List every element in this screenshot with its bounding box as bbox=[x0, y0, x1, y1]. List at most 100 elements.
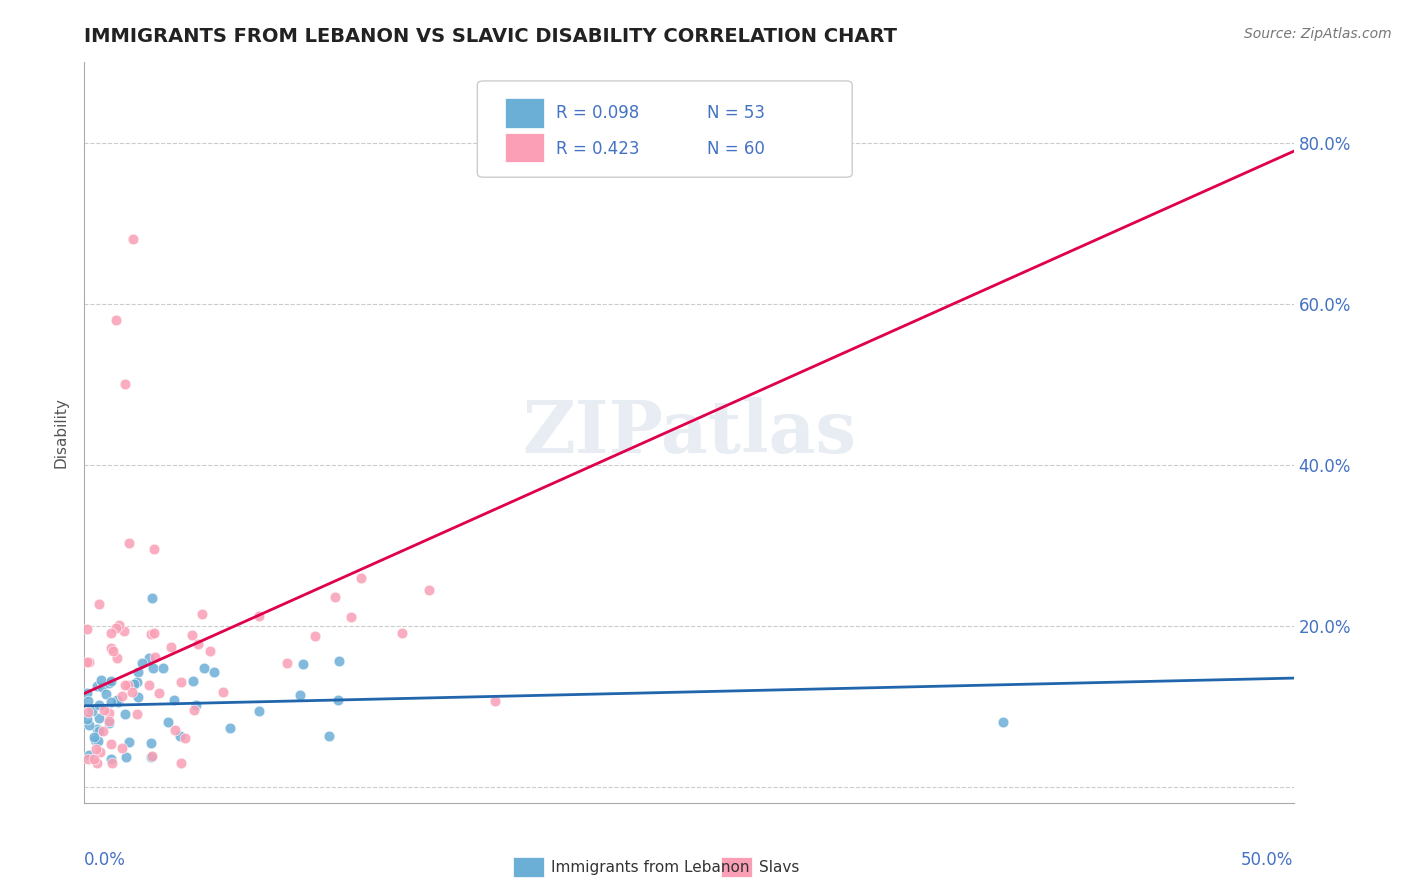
Point bbox=[98, 716, 121, 731]
Point bbox=[84, 733, 107, 747]
Point bbox=[87, 724, 110, 739]
Point bbox=[121, 232, 143, 246]
Point bbox=[98, 714, 121, 728]
Point bbox=[89, 673, 111, 687]
Point bbox=[181, 628, 204, 642]
Point bbox=[323, 590, 346, 604]
Point bbox=[142, 542, 165, 557]
Point bbox=[247, 704, 270, 718]
Point bbox=[247, 609, 270, 624]
Point bbox=[94, 687, 117, 701]
Point bbox=[87, 733, 110, 747]
Point bbox=[156, 715, 179, 730]
Point bbox=[77, 752, 100, 766]
Point bbox=[77, 748, 100, 763]
Text: 0.0%: 0.0% bbox=[84, 851, 127, 869]
Point bbox=[139, 627, 162, 641]
Point bbox=[76, 712, 98, 726]
Point bbox=[193, 661, 215, 675]
Point bbox=[89, 745, 111, 759]
Text: Source: ZipAtlas.com: Source: ZipAtlas.com bbox=[1244, 27, 1392, 41]
Point bbox=[107, 695, 129, 709]
Point bbox=[111, 740, 134, 755]
Text: Immigrants from Lebanon: Immigrants from Lebanon bbox=[551, 860, 749, 874]
Point bbox=[202, 665, 225, 679]
Point bbox=[87, 597, 110, 611]
Point bbox=[117, 735, 139, 749]
Point bbox=[163, 693, 186, 707]
Point bbox=[112, 624, 135, 639]
Point bbox=[159, 640, 181, 655]
Point bbox=[76, 694, 98, 708]
Point bbox=[141, 749, 163, 764]
Point bbox=[141, 591, 163, 605]
Point bbox=[152, 661, 174, 675]
Point bbox=[350, 571, 373, 585]
Point bbox=[276, 656, 298, 670]
Point bbox=[138, 651, 160, 665]
Point bbox=[86, 679, 108, 693]
Point bbox=[100, 737, 122, 751]
Point bbox=[125, 707, 148, 722]
Point bbox=[118, 536, 141, 550]
Point bbox=[114, 678, 136, 692]
Text: R = 0.098: R = 0.098 bbox=[555, 103, 640, 122]
Point bbox=[131, 656, 153, 670]
Point bbox=[76, 655, 98, 669]
Point bbox=[291, 657, 314, 672]
Point bbox=[98, 676, 121, 690]
Point bbox=[288, 688, 311, 702]
Point bbox=[993, 715, 1015, 730]
Point bbox=[148, 686, 170, 700]
Point bbox=[108, 617, 131, 632]
Point bbox=[200, 644, 222, 658]
Point bbox=[77, 718, 100, 732]
Point bbox=[121, 684, 143, 698]
Point bbox=[83, 752, 105, 766]
Text: N = 60: N = 60 bbox=[707, 140, 765, 158]
Point bbox=[86, 722, 108, 736]
Text: R = 0.423: R = 0.423 bbox=[555, 140, 640, 158]
Point bbox=[173, 731, 195, 746]
Point bbox=[93, 703, 115, 717]
Y-axis label: Disability: Disability bbox=[53, 397, 69, 468]
Point bbox=[340, 610, 363, 624]
Point bbox=[104, 313, 127, 327]
Point bbox=[80, 704, 103, 718]
Point bbox=[114, 377, 136, 392]
Point bbox=[77, 706, 100, 720]
Point bbox=[170, 674, 193, 689]
Point bbox=[111, 690, 134, 704]
Point bbox=[100, 673, 122, 688]
Point bbox=[105, 651, 128, 665]
Point bbox=[183, 703, 205, 717]
Point bbox=[125, 675, 148, 690]
Point bbox=[304, 629, 326, 643]
Point bbox=[100, 640, 122, 655]
Point bbox=[139, 736, 162, 750]
Point bbox=[418, 582, 440, 597]
Point bbox=[89, 698, 111, 713]
Point bbox=[139, 750, 162, 764]
FancyBboxPatch shape bbox=[478, 81, 852, 178]
Point bbox=[100, 625, 122, 640]
Point bbox=[142, 626, 165, 640]
Point bbox=[86, 756, 108, 770]
Point bbox=[87, 711, 110, 725]
Point bbox=[138, 678, 160, 692]
Point bbox=[328, 654, 350, 668]
Point bbox=[142, 661, 165, 675]
Point bbox=[76, 622, 98, 636]
Text: ZIPatlas: ZIPatlas bbox=[522, 397, 856, 468]
Point bbox=[184, 698, 207, 712]
Point bbox=[101, 756, 124, 770]
Text: Slavs: Slavs bbox=[759, 860, 800, 874]
Point bbox=[104, 622, 127, 636]
Text: N = 53: N = 53 bbox=[707, 103, 765, 122]
Point bbox=[114, 707, 136, 722]
Point bbox=[97, 706, 120, 720]
Point bbox=[79, 655, 101, 669]
Point bbox=[100, 695, 122, 709]
Text: 50.0%: 50.0% bbox=[1241, 851, 1294, 869]
Point bbox=[165, 723, 187, 738]
